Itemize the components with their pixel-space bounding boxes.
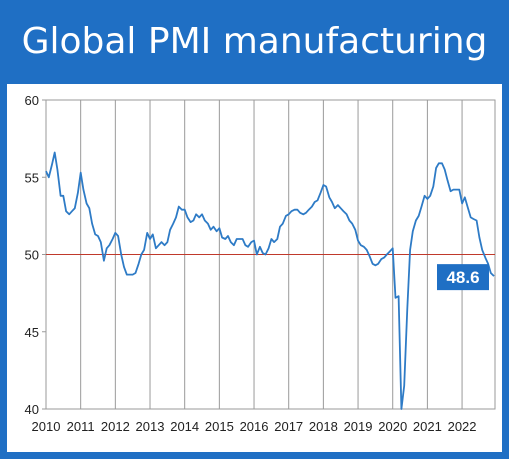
x-tick-label-2019: 2019 [344, 419, 373, 434]
y-tick-label-45: 45 [25, 325, 39, 340]
callout-box [437, 264, 489, 291]
x-tick-label-2020: 2020 [378, 419, 407, 434]
x-axis-ticks: 2010 2011 2012 2013 2014 2015 2016 2017 2018 2019… [32, 419, 477, 434]
y-tick-label-50: 50 [25, 248, 39, 263]
y-tick-label-60: 60 [25, 93, 39, 108]
callout-label: 48.6 [446, 268, 479, 287]
x-tick-label-2017: 2017 [274, 419, 303, 434]
x-tick-label-2014: 2014 [170, 419, 199, 434]
x-tick-label-2010: 2010 [32, 419, 61, 434]
x-tick-label-2016: 2016 [240, 419, 269, 434]
pmi-series-line [45, 151, 495, 410]
x-tick-label-2018: 2018 [309, 419, 338, 434]
latest-value-callout: 48.6 [437, 264, 489, 291]
x-tick-label-2013: 2013 [136, 419, 165, 434]
y-tick-label-55: 55 [25, 170, 39, 185]
chart-title: Global PMI manufacturing [21, 21, 488, 62]
x-tick-label-2022: 2022 [448, 419, 477, 434]
x-tick-label-2021: 2021 [413, 419, 442, 434]
x-tick-label-2015: 2015 [205, 419, 234, 434]
y-axis-ticks: 40 45 50 55 60 [25, 93, 46, 417]
x-tick-label-2011: 2011 [67, 419, 95, 434]
x-tick-label-2012: 2012 [101, 419, 130, 434]
y-tick-label-40: 40 [25, 402, 39, 417]
